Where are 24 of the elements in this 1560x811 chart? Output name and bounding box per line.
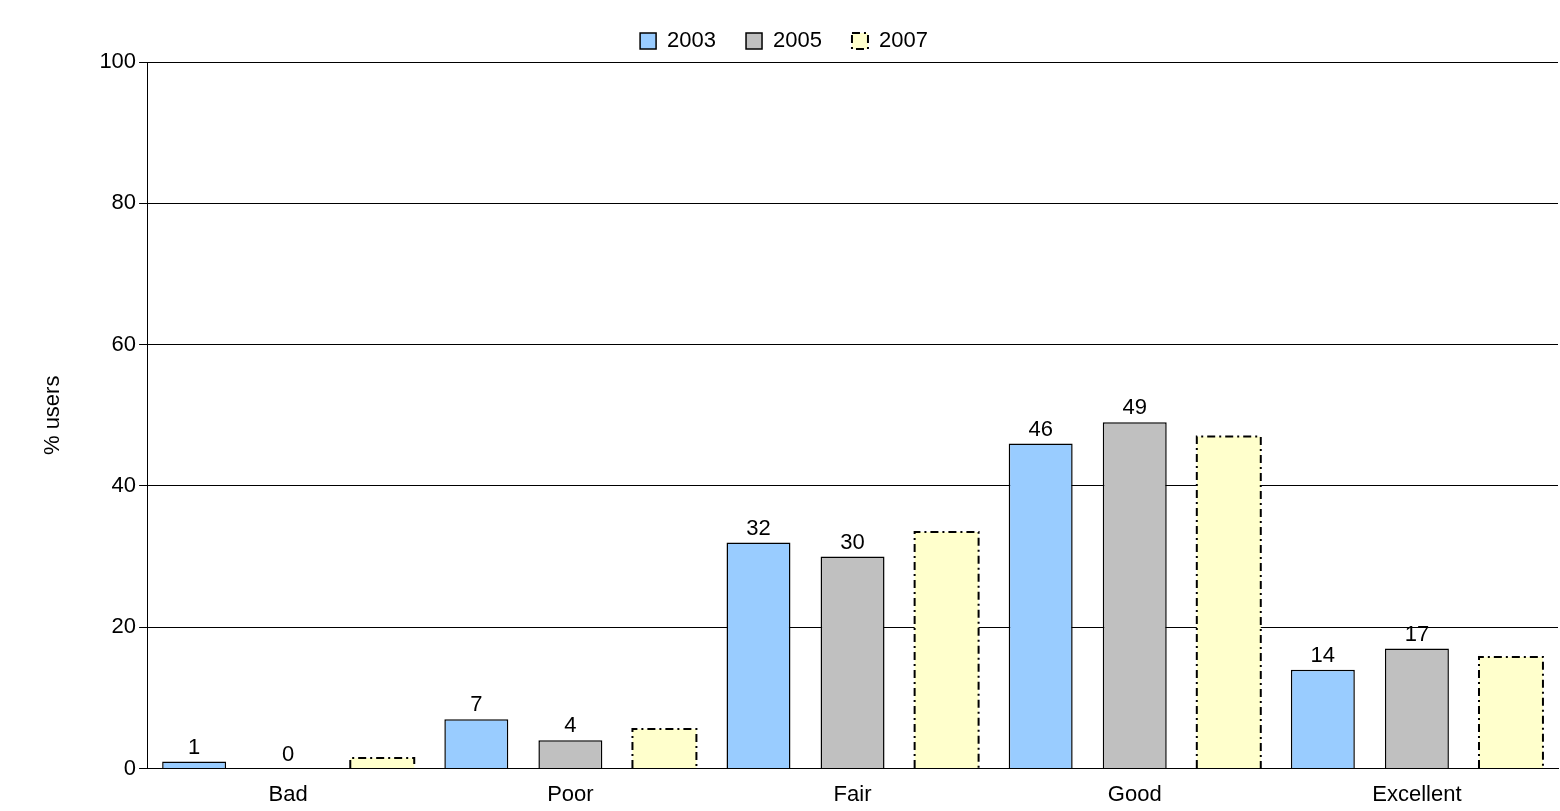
y-tick-label: 80 bbox=[111, 189, 137, 215]
legend-label: 2005 bbox=[773, 27, 822, 53]
data-label: 14 bbox=[1310, 641, 1336, 667]
x-tick-label: Poor bbox=[547, 780, 594, 806]
data-label: 1 bbox=[188, 733, 201, 759]
y-axis-title: % users bbox=[39, 375, 65, 456]
legend-label: 2007 bbox=[878, 27, 928, 53]
y-tick-label: 0 bbox=[123, 754, 137, 780]
y-tick-label: 20 bbox=[111, 613, 137, 639]
legend-label: 2003 bbox=[667, 27, 717, 53]
x-tick-label: Excellent bbox=[1372, 780, 1462, 806]
x-tick-label: Good bbox=[1107, 780, 1162, 806]
y-tick-label: 60 bbox=[111, 330, 137, 356]
data-label: 0 bbox=[282, 740, 295, 766]
data-label: 7 bbox=[470, 691, 483, 717]
x-tick-label: Bad bbox=[268, 780, 308, 806]
x-tick-label: Fair bbox=[833, 780, 872, 806]
data-label: 32 bbox=[746, 514, 771, 540]
y-tick-label: 100 bbox=[99, 48, 137, 74]
data-label: 49 bbox=[1122, 394, 1147, 420]
y-tick-label: 40 bbox=[111, 472, 137, 498]
data-label: 30 bbox=[840, 528, 865, 554]
data-label: 4 bbox=[564, 712, 577, 738]
data-label: 46 bbox=[1028, 415, 1053, 441]
